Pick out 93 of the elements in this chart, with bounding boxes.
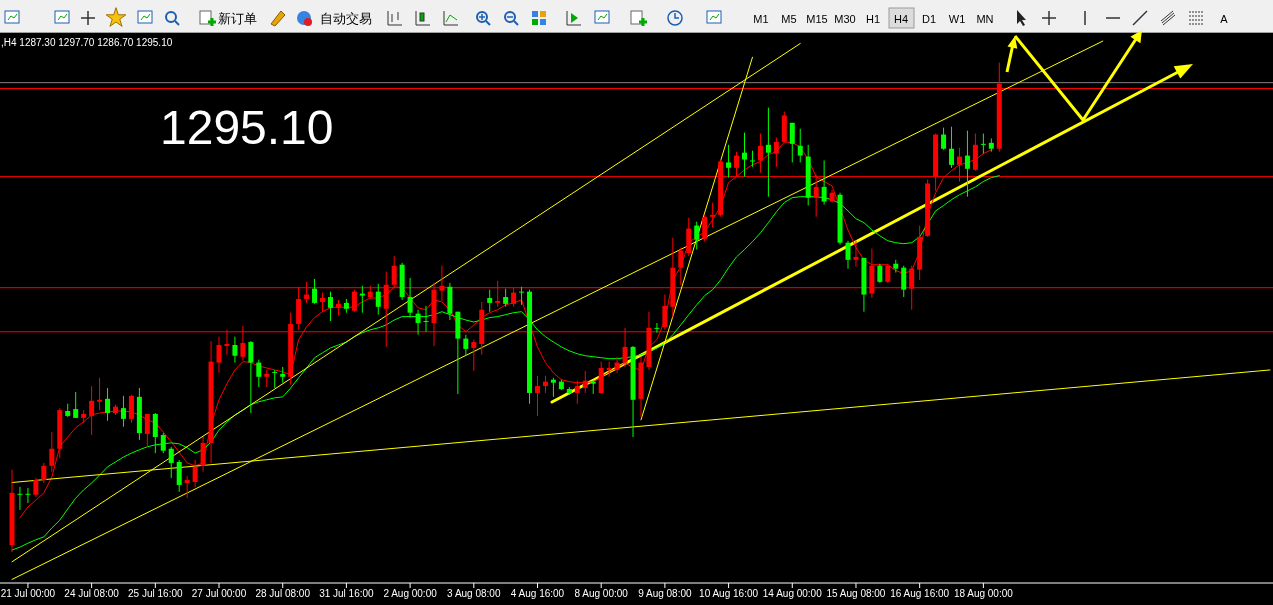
candlestick <box>463 334 469 357</box>
candlestick <box>901 265 907 298</box>
x-tick-label: 27 Jul 00:00 <box>191 588 247 599</box>
chart-subtitle: ,H4 1287.30 1297.70 1286.70 1295.10 <box>1 37 173 48</box>
x-tick-label: 25 Jul 16:00 <box>128 588 183 599</box>
text: H4 <box>893 13 909 25</box>
candlestick <box>423 305 429 333</box>
candlestick <box>351 289 357 313</box>
text: M5 <box>781 13 797 25</box>
candlestick <box>256 359 262 388</box>
candlestick <box>941 127 947 151</box>
candlestick <box>375 283 381 316</box>
candlestick <box>726 144 732 179</box>
candlestick <box>582 370 588 394</box>
candlestick <box>216 336 222 374</box>
candlestick <box>980 133 986 155</box>
candlestick <box>97 377 103 411</box>
candlestick <box>949 126 955 169</box>
candlestick <box>248 340 254 414</box>
candlestick <box>749 150 755 168</box>
candlestick <box>312 278 318 305</box>
x-tick-label: 16 Aug 16:00 <box>890 588 950 599</box>
candlestick <box>694 221 700 251</box>
candlestick <box>25 487 31 504</box>
candlestick <box>471 339 477 372</box>
candlestick <box>200 436 206 473</box>
text: 自动交易 <box>320 11 372 26</box>
candlestick <box>519 286 525 306</box>
candlestick <box>272 369 278 389</box>
candlestick <box>789 122 795 163</box>
text: MN <box>976 13 994 25</box>
x-tick-label: 31 Jul 16:00 <box>319 588 375 599</box>
x-tick-label: 28 Jul 08:00 <box>255 588 311 599</box>
candlestick <box>503 288 509 308</box>
candlestick <box>168 446 174 479</box>
candlestick <box>853 240 859 268</box>
candlestick <box>654 322 660 334</box>
x-tick-label: 2 Aug 00:00 <box>383 588 438 599</box>
candlestick <box>17 486 23 511</box>
x-tick-label: 18 Aug 00:00 <box>953 588 1014 599</box>
text: 1295.10 <box>160 101 334 154</box>
text: M30 <box>834 13 856 25</box>
candlestick <box>128 394 134 424</box>
candlestick <box>144 413 150 448</box>
text: 新订单 <box>218 11 257 26</box>
candlestick <box>184 475 190 499</box>
candlestick <box>33 477 39 498</box>
x-tick-label: 8 Aug 00:00 <box>574 588 629 599</box>
candlestick <box>550 377 556 398</box>
candlestick <box>41 462 47 484</box>
candlestick <box>49 431 55 473</box>
x-tick-label: 21 Jul 00:00 <box>0 588 56 599</box>
text: M15 <box>806 13 828 25</box>
candlestick <box>678 247 684 286</box>
x-tick-label: 4 Aug 16:00 <box>510 588 565 599</box>
candlestick <box>415 309 421 336</box>
candlestick <box>845 240 851 270</box>
candlestick <box>487 289 493 313</box>
text: M1 <box>753 13 769 25</box>
candlestick <box>176 459 182 493</box>
candlestick <box>105 387 111 422</box>
candlestick <box>885 263 891 284</box>
text: H1 <box>865 13 881 25</box>
candlestick <box>73 391 79 419</box>
candlestick <box>765 107 771 198</box>
x-tick-label: 15 Aug 08:00 <box>826 588 886 599</box>
candlestick <box>574 380 580 405</box>
candlestick <box>742 132 748 178</box>
x-tick-label: 10 Aug 16:00 <box>699 588 759 599</box>
candlestick <box>152 412 158 454</box>
candlestick <box>320 292 326 313</box>
text: D1 <box>921 13 937 25</box>
candlestick <box>614 356 620 374</box>
candlestick <box>232 336 238 364</box>
candlestick <box>327 291 333 322</box>
candlestick <box>702 214 708 243</box>
x-tick-label: 24 Jul 08:00 <box>64 588 120 599</box>
candlestick <box>877 263 883 284</box>
x-tick-label: 14 Aug 00:00 <box>762 588 823 599</box>
candlestick <box>89 385 95 436</box>
text: W1 <box>948 13 966 25</box>
x-tick-label: 9 Aug 08:00 <box>638 588 693 599</box>
candlestick <box>710 202 716 229</box>
candlestick <box>797 128 803 163</box>
candlestick <box>407 277 413 319</box>
text: A <box>1220 13 1229 25</box>
candlestick <box>534 375 540 417</box>
candlestick <box>359 285 365 314</box>
candlestick <box>120 395 126 428</box>
candlestick <box>192 459 198 488</box>
x-tick-label: 3 Aug 08:00 <box>447 588 501 599</box>
candlestick <box>160 432 166 454</box>
candlestick <box>391 255 397 289</box>
